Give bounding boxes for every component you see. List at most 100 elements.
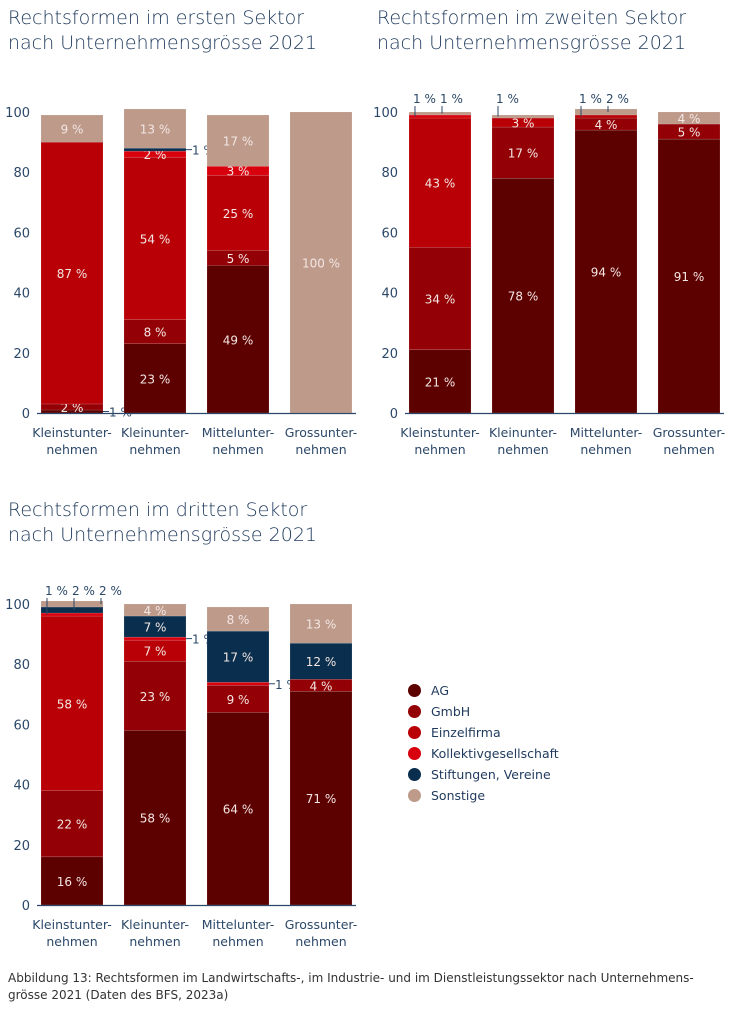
bar-segment-sonstige [289, 111, 353, 414]
data-label: 13 % [140, 123, 171, 137]
data-label: 7 % [144, 621, 167, 635]
bar-segment-gmbh [40, 790, 104, 858]
legend-label: AG [431, 683, 450, 698]
bar-segment-stiftungen-vereine [289, 642, 353, 680]
x-tick-label: Kleinunter- [121, 425, 189, 440]
bar-segment-stiftungen-vereine [206, 630, 270, 683]
data-label: 49 % [223, 333, 254, 347]
data-label: 13 % [306, 618, 337, 632]
x-tick-label: nehmen [295, 442, 346, 457]
data-label: 54 % [140, 232, 171, 246]
x-tick-label: nehmen [129, 442, 180, 457]
chart-title-2: Rechtsformen im zweiten Sektor nach Unte… [377, 7, 687, 54]
legend-swatch [408, 684, 421, 697]
data-label: 22 % [57, 818, 88, 832]
x-tick-label: Mittelunter- [202, 917, 275, 932]
data-label: 7 % [144, 645, 167, 659]
data-label: 5 % [678, 126, 701, 140]
bar-segment-sonstige [123, 603, 187, 617]
bar-segment-gmbh [123, 319, 187, 345]
legend-swatch [408, 726, 421, 739]
x-tick-label: Grossunter- [653, 425, 726, 440]
x-tick-label: nehmen [46, 442, 97, 457]
data-label: 21 % [425, 375, 456, 389]
data-label: 91 % [674, 270, 705, 284]
data-label: 8 % [227, 613, 250, 627]
data-label: 1 % [579, 92, 602, 106]
legend-label: Kollektivgesellschaft [431, 746, 559, 761]
data-label: 12 % [306, 655, 337, 669]
data-label: 17 % [508, 147, 539, 161]
data-label: 100 % [302, 257, 340, 271]
data-label: 2 % [99, 584, 122, 598]
bar-segment-sonstige [408, 111, 472, 116]
data-label: 71 % [306, 792, 337, 806]
x-tick-label: nehmen [212, 934, 263, 949]
data-label: 3 % [227, 165, 250, 179]
y-tick-label: 100 [5, 598, 30, 613]
y-tick-label: 80 [13, 658, 30, 673]
legend-swatch [408, 705, 421, 718]
data-label: 17 % [223, 135, 254, 149]
data-label: 4 % [144, 604, 167, 618]
bar-segment-sonstige [574, 108, 638, 116]
legend-label: Stiftungen, Vereine [431, 767, 551, 782]
bar-segment-ag [206, 265, 270, 414]
x-tick-label: Kleinstunter- [400, 425, 479, 440]
legend-item-sonstige: Sonstige [408, 785, 559, 806]
bar-segment-einzelfirma [574, 114, 638, 119]
chart-title-3: Rechtsformen im dritten Sektor nach Unte… [8, 499, 317, 546]
y-tick-label: 80 [13, 166, 30, 181]
legend-swatch [408, 789, 421, 802]
y-tick-label: 0 [22, 899, 30, 914]
x-tick-label: Grossunter- [285, 917, 358, 932]
data-label: 23 % [140, 372, 171, 386]
y-tick-label: 0 [22, 407, 30, 422]
legend-swatch [408, 768, 421, 781]
bar-segment-stiftungen-vereine [40, 606, 104, 614]
bar-segment-sonstige [40, 114, 104, 143]
data-label: 78 % [508, 290, 539, 304]
legend-item-stiftungen: Stiftungen, Vereine [408, 764, 559, 785]
bar-segment-stiftungen-vereine [123, 147, 187, 152]
data-label: 43 % [425, 177, 456, 191]
y-tick-label: 60 [13, 226, 30, 241]
data-label: 4 % [678, 112, 701, 126]
y-tick-label: 60 [13, 718, 30, 733]
data-label: 94 % [591, 266, 622, 280]
data-label: 1 % [440, 92, 463, 106]
data-label: 58 % [140, 812, 171, 826]
x-tick-label: Kleinstunter- [32, 425, 111, 440]
y-tick-label: 40 [381, 287, 398, 302]
legend-label: Einzelfirma [431, 725, 501, 740]
data-label: 1 % [413, 92, 436, 106]
bar-segment-sonstige [40, 600, 104, 608]
data-label: 34 % [425, 293, 456, 307]
legend-swatch [408, 747, 421, 760]
data-label: 17 % [223, 651, 254, 665]
x-tick-label: Mittelunter- [202, 425, 275, 440]
bar-segment-ag [123, 343, 187, 414]
bar-segment-gmbh [206, 685, 270, 713]
y-tick-label: 40 [13, 779, 30, 794]
x-tick-label: nehmen [497, 442, 548, 457]
x-tick-label: nehmen [46, 934, 97, 949]
bar-segment-ag [574, 129, 638, 414]
data-label: 2 % [144, 148, 167, 162]
y-tick-label: 80 [381, 166, 398, 181]
data-label: 9 % [227, 693, 250, 707]
bar-segment-einzelfirma [206, 174, 270, 251]
x-tick-label: Grossunter- [285, 425, 358, 440]
legend-item-kollektiv: Kollektivgesellschaft [408, 743, 559, 764]
bar-segment-ag [408, 349, 472, 414]
x-tick-label: Kleinunter- [489, 425, 557, 440]
bar-segment-sonstige [657, 111, 721, 125]
figure-caption: Abbildung 13: Rechtsformen im Landwirtsc… [8, 971, 694, 1002]
bar-segment-einzelfirma [123, 156, 187, 320]
bar-segment-ag [657, 138, 721, 414]
x-tick-label: nehmen [663, 442, 714, 457]
bar-segment-sonstige [289, 603, 353, 644]
x-tick-label: nehmen [129, 934, 180, 949]
legend-item-einzelfirma: Einzelfirma [408, 722, 559, 743]
